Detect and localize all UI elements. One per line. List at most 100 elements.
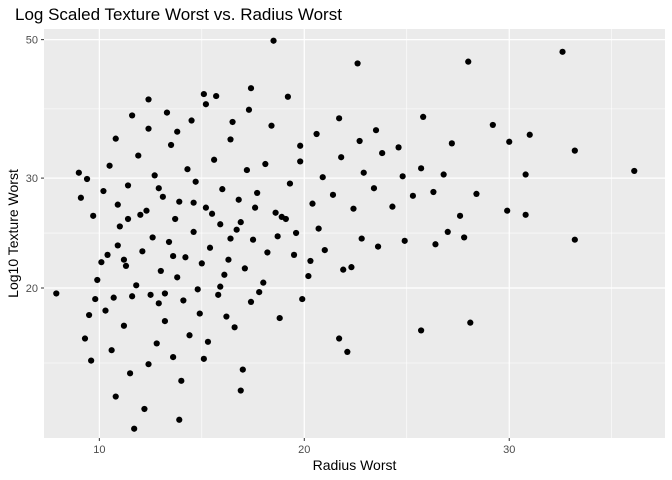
data-point xyxy=(262,160,269,168)
data-point xyxy=(202,204,210,211)
data-point xyxy=(151,172,158,179)
data-point xyxy=(94,276,101,284)
data-point xyxy=(106,162,113,169)
data-point xyxy=(108,347,115,354)
data-point xyxy=(473,190,480,198)
data-point xyxy=(178,377,185,384)
data-point xyxy=(124,182,132,189)
data-point xyxy=(329,191,337,198)
data-point xyxy=(98,259,105,266)
data-point xyxy=(170,353,177,361)
data-point xyxy=(196,310,203,317)
data-point xyxy=(225,256,232,263)
data-point xyxy=(137,211,144,218)
y-axis-ticks: 20 30 50 xyxy=(26,35,44,295)
data-point xyxy=(157,267,164,275)
data-point xyxy=(264,249,271,256)
data-point xyxy=(399,173,406,180)
data-point xyxy=(231,324,238,331)
data-point xyxy=(245,106,253,113)
data-point xyxy=(372,127,380,134)
data-point xyxy=(274,233,281,240)
data-point xyxy=(176,416,183,423)
data-point xyxy=(444,228,451,235)
data-point xyxy=(147,291,154,298)
data-point xyxy=(149,234,156,241)
data-point xyxy=(395,144,402,151)
data-point xyxy=(292,229,300,237)
data-point xyxy=(243,166,251,174)
data-point xyxy=(379,149,386,157)
data-point xyxy=(358,235,365,242)
data-point xyxy=(440,171,447,178)
data-point xyxy=(174,274,181,281)
grid-lines xyxy=(44,29,665,438)
data-point xyxy=(506,138,513,145)
data-point xyxy=(180,297,187,304)
data-point xyxy=(268,122,275,129)
data-point xyxy=(120,322,128,329)
data-point xyxy=(239,366,246,373)
data-point xyxy=(340,266,347,273)
data-point xyxy=(256,288,263,296)
data-point xyxy=(461,234,468,241)
data-point xyxy=(432,241,439,248)
data-point xyxy=(272,209,279,216)
data-point xyxy=(227,136,234,143)
data-point xyxy=(309,200,316,207)
data-point xyxy=(467,319,474,326)
data-point xyxy=(219,186,226,193)
data-point xyxy=(165,238,173,246)
data-point xyxy=(161,290,169,297)
data-point xyxy=(90,212,97,219)
data-point xyxy=(249,236,257,243)
data-point xyxy=(198,260,205,267)
data-point xyxy=(133,282,140,289)
data-point xyxy=(163,109,171,116)
data-point xyxy=(190,199,197,206)
data-point xyxy=(360,169,367,176)
data-point xyxy=(155,185,162,192)
data-point xyxy=(237,387,244,394)
data-point xyxy=(348,264,355,271)
data-point xyxy=(522,171,529,178)
data-point xyxy=(276,314,283,322)
data-point xyxy=(223,313,230,320)
data-point xyxy=(448,140,455,147)
data-point xyxy=(172,215,179,223)
data-point xyxy=(204,338,212,345)
data-point xyxy=(356,137,363,145)
data-point xyxy=(336,335,343,342)
plot-panel xyxy=(44,29,665,438)
data-point xyxy=(430,188,437,196)
data-point xyxy=(237,219,244,226)
data-point xyxy=(321,247,328,254)
data-point xyxy=(247,298,255,306)
data-point xyxy=(77,194,84,201)
y-tick-label: 30 xyxy=(26,173,38,185)
data-point xyxy=(159,193,166,200)
data-point xyxy=(92,295,99,303)
data-point xyxy=(126,370,134,377)
data-point xyxy=(53,290,60,297)
data-point xyxy=(233,226,240,233)
data-point xyxy=(124,215,132,223)
data-point xyxy=(278,213,285,220)
data-point xyxy=(401,237,408,244)
data-point xyxy=(100,187,107,195)
data-point xyxy=(83,175,91,183)
data-point xyxy=(284,93,291,100)
x-tick-label: 30 xyxy=(503,444,515,456)
data-point xyxy=(354,60,361,67)
data-point xyxy=(200,90,207,98)
data-point xyxy=(190,228,197,235)
data-point xyxy=(75,169,82,176)
data-point xyxy=(206,244,214,251)
data-point xyxy=(299,295,306,303)
data-point xyxy=(186,332,193,339)
data-point xyxy=(418,165,425,172)
data-point xyxy=(194,286,201,293)
data-point xyxy=(559,48,566,55)
data-point xyxy=(286,180,294,187)
